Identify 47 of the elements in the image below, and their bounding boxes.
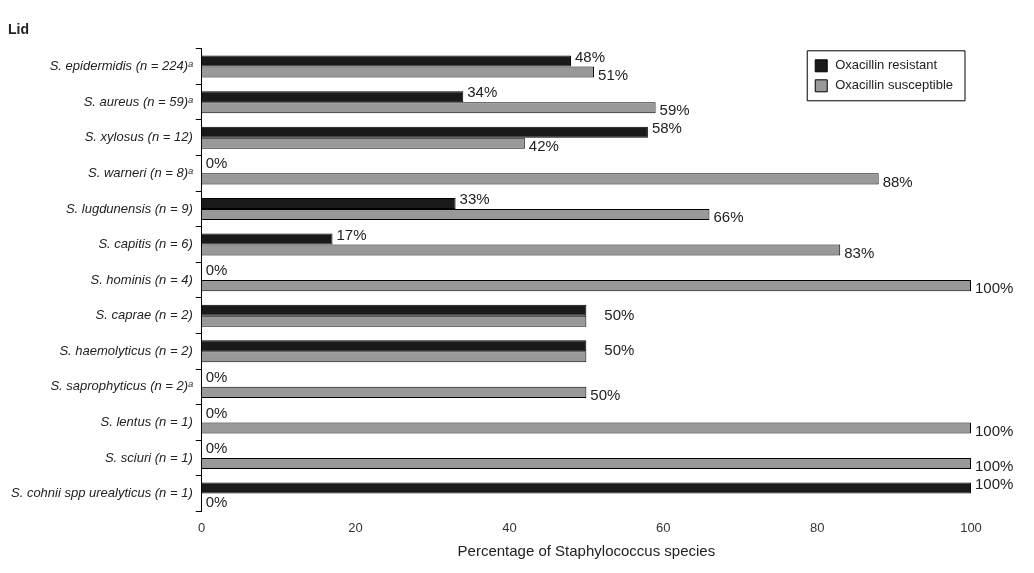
x-axis-title: Percentage of Staphylococcus species: [457, 542, 716, 560]
data-label: 48%: [574, 47, 606, 65]
legend-label: Oxacillin susceptible: [835, 77, 954, 93]
y-tick-label: S. lentus (n = 1): [100, 414, 193, 430]
y-tick-label: S. aureus (n = 59)ᵃ: [83, 93, 194, 109]
data-label: 0%: [205, 154, 228, 172]
y-tick-label: S. hominis (n = 4): [90, 271, 193, 287]
data-label: 100%: [975, 474, 1014, 492]
data-label: 88%: [882, 172, 913, 190]
y-tick-label: S. capitis (n = 6): [98, 236, 193, 252]
y-tick-label: S. saprophyticus (n = 2)ᵃ: [50, 378, 194, 394]
data-label: 33%: [459, 190, 490, 208]
y-tick-label: S. sciuri (n = 1): [104, 449, 193, 465]
y-tick-label: S. lugdunensis (n = 9): [65, 200, 193, 216]
data-label: 42%: [528, 136, 559, 154]
data-label: 83%: [844, 243, 875, 261]
data-label: 100%: [975, 279, 1014, 297]
x-tick-label: 0: [198, 519, 206, 535]
y-tick-label: S. cohnii spp urealyticus (n = 1): [10, 485, 193, 501]
data-label: 59%: [659, 101, 690, 119]
data-label: 100%: [975, 457, 1014, 475]
data-label: 17%: [336, 225, 367, 243]
x-tick-label: 40: [502, 519, 517, 535]
data-label: 50%: [590, 386, 621, 404]
x-tick-label: 20: [348, 519, 363, 535]
x-tick-label: 80: [809, 519, 825, 535]
data-label: 0%: [205, 492, 228, 510]
x-tick-label: 100: [960, 519, 982, 535]
data-label: 50%: [604, 305, 635, 323]
text: Lid: [8, 21, 29, 38]
y-tick-label: S. epidermidis (n = 224)ᵃ: [49, 58, 194, 74]
data-label: 0%: [205, 367, 228, 385]
data-label: 0%: [205, 261, 228, 279]
data-label: 100%: [975, 421, 1014, 439]
data-label: 50%: [604, 341, 635, 359]
y-tick-label: S. caprae (n = 2): [95, 307, 193, 323]
data-label: 66%: [713, 208, 744, 226]
y-tick-label: S. haemolyticus (n = 2): [59, 342, 193, 358]
data-label: 34%: [467, 83, 498, 101]
data-label: 51%: [598, 65, 629, 83]
legend-label: Oxacillin resistant: [835, 57, 938, 73]
y-tick-label: S. xylosus (n = 12): [84, 129, 193, 145]
data-label: 58%: [651, 118, 682, 136]
data-label: 0%: [205, 403, 228, 421]
x-tick-label: 60: [656, 519, 671, 535]
y-tick-label: S. warneri (n = 8)ᵃ: [87, 164, 194, 180]
data-label: 0%: [205, 439, 228, 457]
